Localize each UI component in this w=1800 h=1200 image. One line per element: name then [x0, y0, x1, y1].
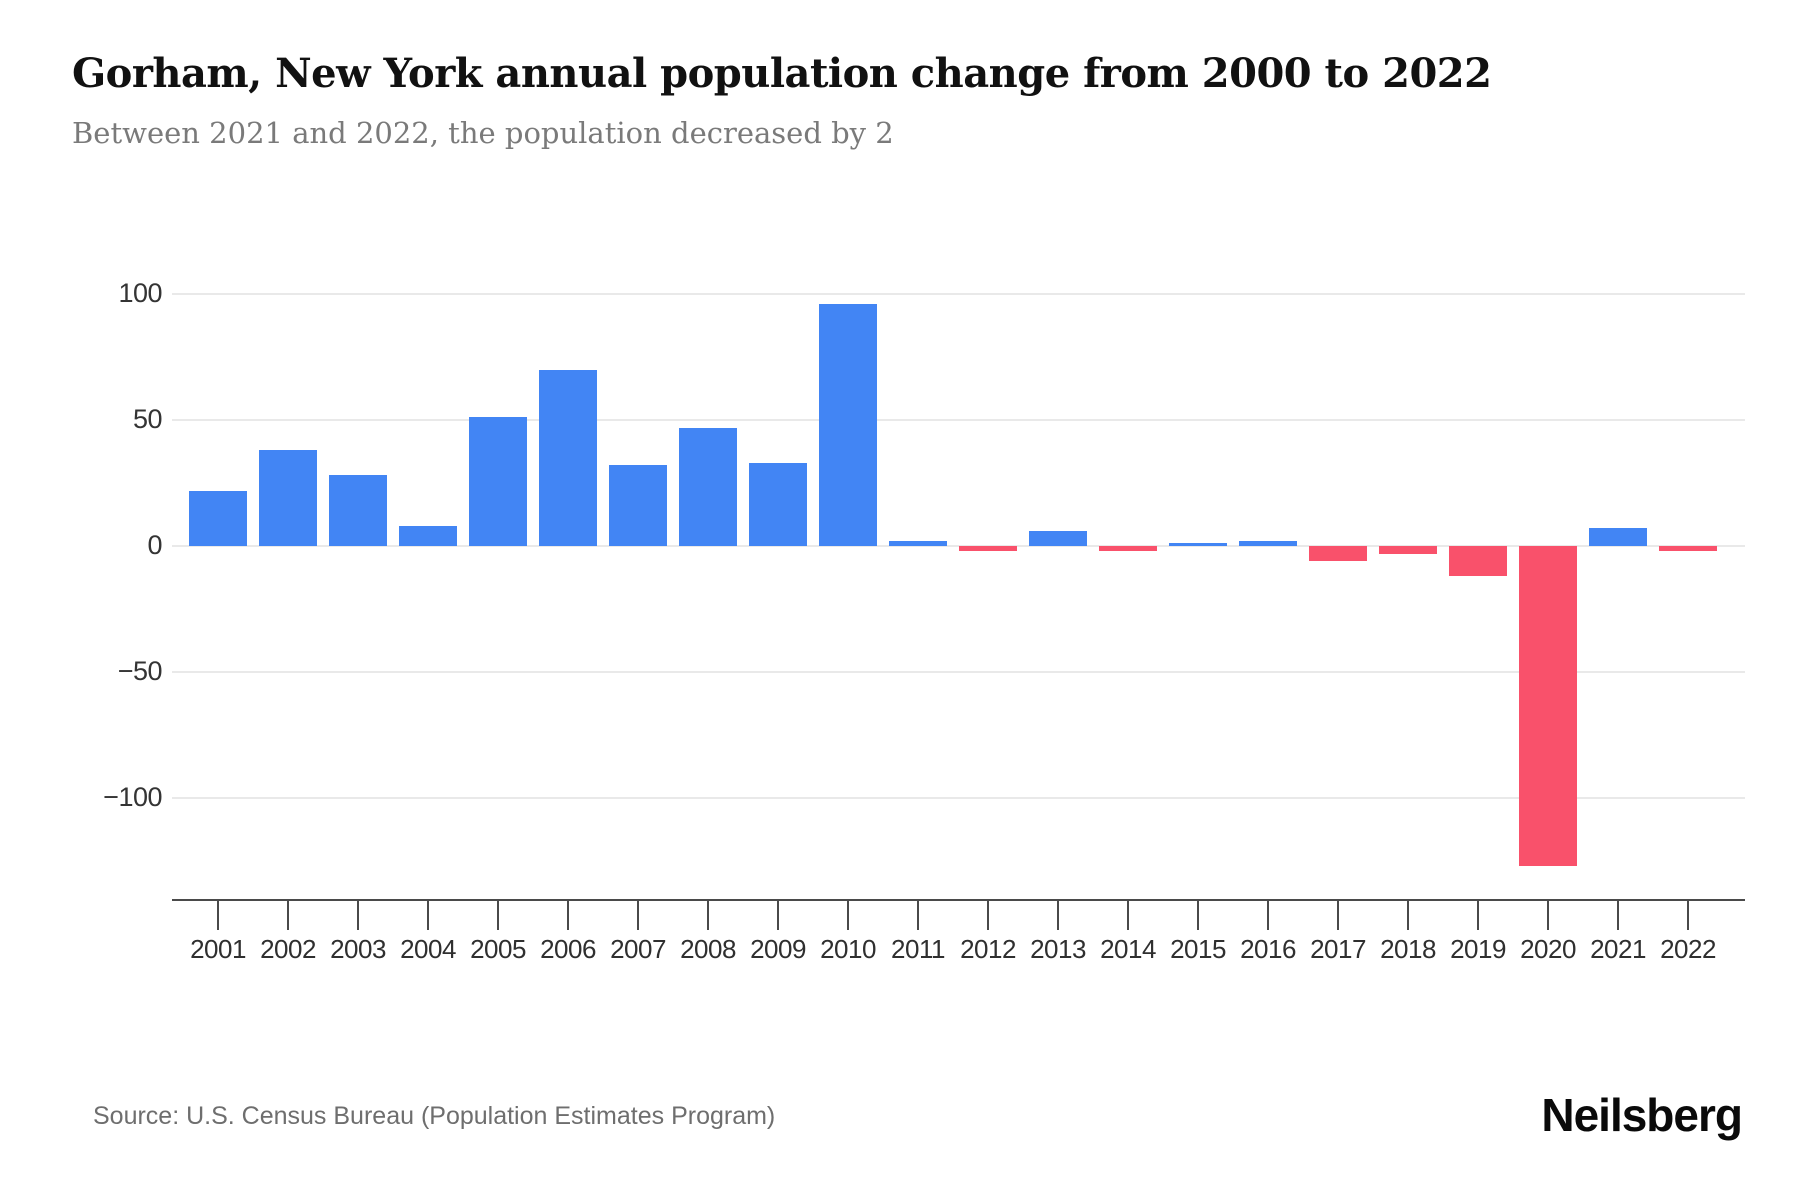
x-axis-tick-2018 — [1407, 899, 1409, 930]
x-axis-tick-2017 — [1337, 899, 1339, 930]
x-axis-tick-2006 — [567, 899, 569, 930]
x-axis-label-2006: 2006 — [540, 934, 596, 964]
x-axis-label-2014: 2014 — [1100, 934, 1156, 964]
bar-2003[interactable] — [329, 475, 387, 546]
bar-2001[interactable] — [189, 490, 247, 546]
x-axis-line — [172, 899, 1745, 901]
y-gridline--50 — [172, 671, 1745, 673]
x-axis-label-2018: 2018 — [1380, 934, 1436, 964]
bar-2020[interactable] — [1519, 546, 1577, 867]
bar-2007[interactable] — [609, 465, 667, 546]
bar-chart-plot: 100 50 0 −50 −100 2001 2002 2003 2004 2005 2006 200… — [103, 278, 1745, 964]
chart-subtitle: Between 2021 and 2022, the population de… — [72, 116, 894, 150]
x-axis-label-2020: 2020 — [1520, 934, 1576, 964]
bar-2004[interactable] — [399, 525, 457, 546]
x-axis-tick-2011 — [917, 899, 919, 930]
bar-2022[interactable] — [1659, 546, 1717, 552]
x-axis-label-2007: 2007 — [610, 934, 666, 964]
x-axis-tick-2021 — [1617, 899, 1619, 930]
x-axis-label-2019: 2019 — [1450, 934, 1506, 964]
x-axis-tick-2014 — [1127, 899, 1129, 930]
chart-title: Gorham, New York annual population chang… — [72, 50, 1492, 97]
y-axis-label-0: 0 — [147, 530, 162, 560]
x-axis-tick-2019 — [1477, 899, 1479, 930]
bar-2021[interactable] — [1589, 528, 1647, 546]
bar-2019[interactable] — [1449, 546, 1507, 577]
x-axis-tick-2005 — [497, 899, 499, 930]
bar-2010[interactable] — [819, 304, 877, 546]
y-axis-label--50: −50 — [117, 656, 163, 686]
y-gridline-100 — [172, 293, 1745, 295]
x-axis-label-2013: 2013 — [1030, 934, 1086, 964]
x-axis-tick-2002 — [287, 899, 289, 930]
x-axis-tick-2009 — [777, 899, 779, 930]
x-axis-tick-2012 — [987, 899, 989, 930]
bar-2005[interactable] — [469, 417, 527, 546]
x-axis-label-2021: 2021 — [1590, 934, 1646, 964]
bar-2009[interactable] — [749, 462, 807, 546]
x-axis-tick-2007 — [637, 899, 639, 930]
brand-logo: Neilsberg — [1541, 1089, 1743, 1141]
x-axis-label-2017: 2017 — [1310, 934, 1366, 964]
bar-2012[interactable] — [959, 546, 1017, 552]
bar-2018[interactable] — [1379, 546, 1437, 554]
source-note: Source: U.S. Census Bureau (Population E… — [93, 1102, 776, 1130]
y-gridline-0 — [172, 545, 1745, 547]
x-axis-tick-2013 — [1057, 899, 1059, 930]
bar-2014[interactable] — [1099, 546, 1157, 552]
x-axis-tick-2016 — [1267, 899, 1269, 930]
x-axis-label-2015: 2015 — [1170, 934, 1226, 964]
bar-2008[interactable] — [679, 427, 737, 546]
x-axis-label-2016: 2016 — [1240, 934, 1296, 964]
x-axis-tick-2004 — [427, 899, 429, 930]
x-axis-label-2005: 2005 — [470, 934, 526, 964]
x-axis-label-2011: 2011 — [891, 934, 945, 964]
x-axis-tick-2015 — [1197, 899, 1199, 930]
x-axis-tick-2010 — [847, 899, 849, 930]
bar-2015[interactable] — [1169, 543, 1227, 546]
bar-2002[interactable] — [259, 450, 317, 546]
bar-2006[interactable] — [539, 369, 597, 546]
x-axis-tick-2008 — [707, 899, 709, 930]
x-axis-tick-2001 — [217, 899, 219, 930]
x-axis-label-2010: 2010 — [820, 934, 876, 964]
y-axis-label-50: 50 — [132, 404, 163, 434]
bar-2017[interactable] — [1309, 546, 1367, 562]
x-axis-tick-2003 — [357, 899, 359, 930]
x-axis-label-2003: 2003 — [330, 934, 386, 964]
bar-2013[interactable] — [1029, 530, 1087, 546]
y-gridline--100 — [172, 797, 1745, 799]
x-axis-label-2002: 2002 — [260, 934, 316, 964]
x-axis-label-2004: 2004 — [400, 934, 456, 964]
bar-2011[interactable] — [889, 540, 947, 546]
x-axis-tick-2020 — [1547, 899, 1549, 930]
x-axis-label-2012: 2012 — [960, 934, 1016, 964]
x-axis-label-2009: 2009 — [750, 934, 806, 964]
x-axis-label-2001: 2001 — [190, 934, 246, 964]
y-gridline-50 — [172, 419, 1745, 421]
y-axis-label--100: −100 — [103, 782, 162, 812]
x-axis-tick-2022 — [1687, 899, 1689, 930]
x-axis-label-2008: 2008 — [680, 934, 736, 964]
bar-2016[interactable] — [1239, 540, 1297, 546]
x-axis-label-2022: 2022 — [1660, 934, 1716, 964]
y-axis-label-100: 100 — [118, 278, 162, 308]
